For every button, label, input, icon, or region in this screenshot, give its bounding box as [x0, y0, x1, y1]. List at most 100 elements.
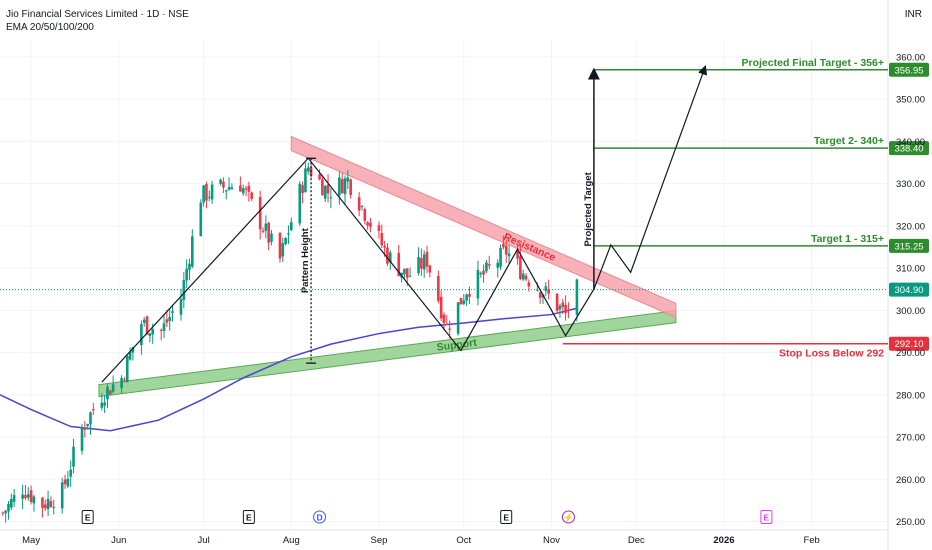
price-tick-label: 330.00	[896, 179, 925, 190]
candle-body	[92, 409, 95, 411]
candle-body	[289, 222, 293, 231]
candle-body	[24, 495, 27, 499]
event-marker-earnings	[81, 510, 94, 524]
candle-body	[46, 498, 50, 510]
ema-line	[0, 307, 578, 432]
candle-body	[405, 268, 409, 278]
price-tick-label: 350.00	[896, 95, 925, 106]
target-2-badge	[889, 141, 929, 156]
candle-body	[479, 272, 483, 275]
candle-body	[205, 184, 208, 201]
target-2-badge-text: 338.40	[894, 144, 923, 155]
candle-body	[63, 479, 67, 485]
candle-body	[383, 245, 386, 248]
price-tick-label: 340.00	[896, 137, 925, 148]
chart-title: Jio Financial Services Limited · 1D · NS…	[6, 9, 189, 20]
candle-body	[264, 223, 268, 231]
candle-body	[524, 275, 528, 280]
candle-body	[397, 252, 401, 276]
candle-body	[386, 247, 389, 264]
candle-body	[111, 384, 115, 392]
time-tick-label: Feb	[803, 535, 819, 546]
currency-label: INR	[904, 9, 922, 20]
candle-body	[145, 316, 149, 335]
target-1-badge-text: 315.25	[894, 241, 923, 252]
pattern-zigzag	[101, 65, 708, 383]
candle-body	[420, 258, 423, 269]
candle-body	[241, 188, 245, 194]
candle-body	[561, 302, 565, 308]
candle-body	[456, 302, 460, 334]
candle-body	[128, 351, 132, 360]
candle-body	[10, 498, 13, 508]
time-axis[interactable]: May Jun Jul Aug Sep Oct Nov Dec 2026 Feb	[22, 535, 820, 546]
price-axis[interactable]: 250.00 260.00 270.00 280.00 290.00 300.00 310.…	[896, 52, 925, 528]
event-marker-symbol: E	[503, 512, 509, 522]
resistance-label: Resistance	[502, 231, 558, 264]
time-tick-label: Sep	[371, 535, 388, 546]
price-tick-label: 290.00	[896, 348, 925, 359]
candle-body	[258, 197, 262, 230]
candle-body	[83, 428, 87, 430]
candle-body	[29, 490, 33, 502]
candle-body	[564, 304, 567, 313]
time-tick-label: Nov	[543, 535, 560, 546]
candle-body	[349, 179, 352, 196]
target-2-label: Target 2- 340+	[814, 135, 884, 147]
candle-body	[106, 386, 109, 400]
candle-body	[80, 427, 84, 451]
price-tick-label: 310.00	[896, 264, 925, 275]
candle-body	[222, 181, 225, 188]
candle-body	[499, 247, 502, 267]
candle-body	[151, 329, 155, 335]
candle-body	[26, 494, 30, 498]
candle-body	[284, 238, 287, 245]
candle-body	[219, 179, 222, 184]
indicator-legend[interactable]: EMA 20/50/100/200	[6, 22, 94, 33]
candle-body	[165, 319, 169, 323]
candle-body	[544, 286, 548, 291]
candle-body	[487, 264, 491, 266]
candle-body	[343, 178, 347, 195]
candle-body	[89, 412, 92, 425]
event-marker-earnings	[500, 510, 513, 524]
candle-body	[507, 253, 511, 257]
candle-body	[321, 179, 324, 196]
candle-body	[547, 289, 550, 294]
candle-body	[558, 305, 562, 310]
candle-body	[12, 494, 16, 502]
pattern-height-label: Pattern Height	[300, 227, 311, 293]
candle-body	[329, 197, 333, 199]
candle-body	[148, 333, 152, 337]
candle-body	[131, 347, 135, 353]
resistance-band	[290, 135, 677, 319]
candle-body	[171, 311, 174, 313]
support-band	[98, 310, 677, 398]
candle-body	[448, 328, 451, 330]
candle-body	[357, 197, 361, 211]
time-tick-label: Dec	[628, 535, 645, 546]
event-marker-symbol: E	[246, 512, 252, 522]
time-tick-label: Oct	[456, 535, 471, 546]
candle-body	[445, 323, 449, 325]
candle-body	[21, 494, 24, 499]
candle-body	[210, 184, 214, 200]
candle-body	[49, 501, 53, 507]
candle-body	[86, 423, 89, 426]
event-markers: E E D E ⚡ E	[81, 510, 773, 524]
candle-body	[103, 402, 106, 406]
candle-body	[403, 268, 406, 275]
candle-body	[41, 497, 44, 508]
candle-body	[227, 186, 231, 190]
candle-body	[516, 251, 519, 259]
candle-body	[140, 324, 143, 345]
candle-body	[287, 233, 290, 235]
candle-body	[304, 168, 307, 193]
candle-body	[465, 294, 468, 301]
candle-body	[366, 222, 369, 226]
event-marker-symbol: E	[764, 512, 770, 522]
candle-body	[191, 236, 194, 267]
candle-body	[417, 257, 420, 274]
price-tick-label: 260.00	[896, 475, 925, 486]
